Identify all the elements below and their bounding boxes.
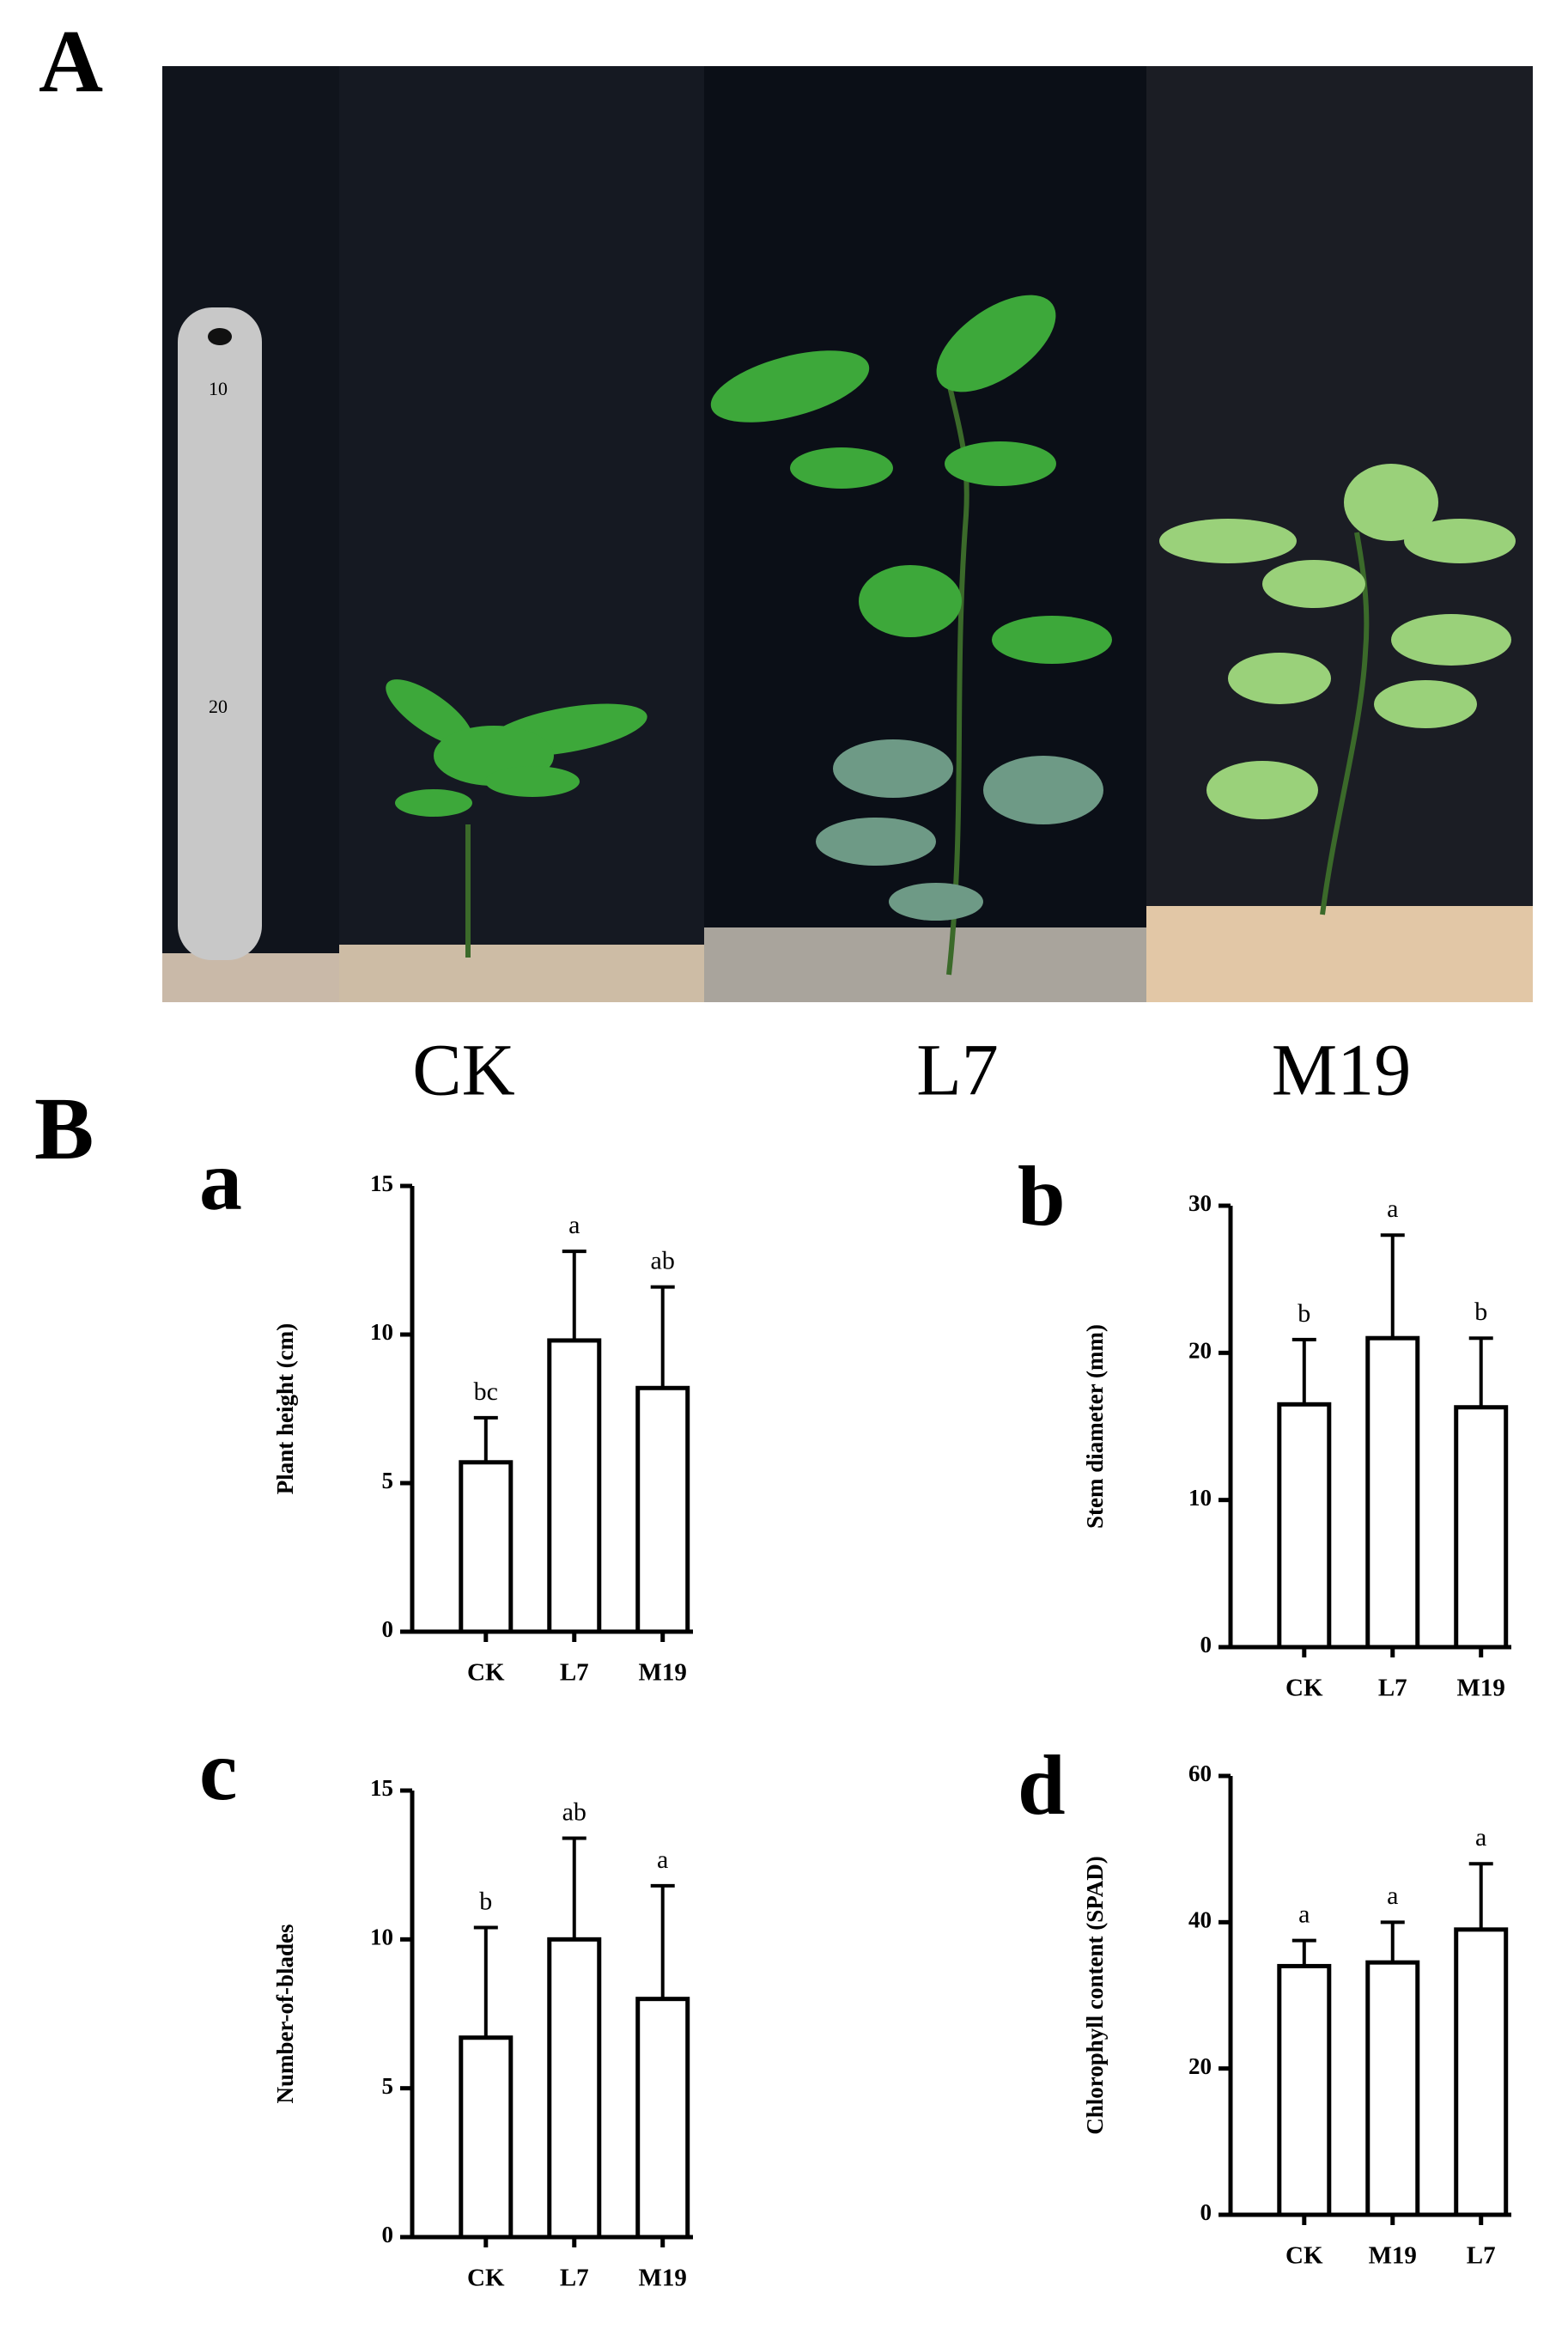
panel-label: B — [34, 1079, 94, 1178]
bar — [1454, 1927, 1509, 2217]
significance-label: a — [657, 1846, 668, 1874]
x-tick-label: CK — [467, 2265, 505, 2292]
photo-label: L7 — [916, 1029, 999, 1111]
svg-text:10: 10 — [209, 378, 228, 399]
x-tick-label: L7 — [560, 1659, 589, 1687]
y-tick-label: 0 — [382, 1616, 394, 1642]
bar — [1365, 1960, 1420, 2217]
significance-label: b — [479, 1887, 492, 1915]
y-tick-label: 5 — [382, 2073, 394, 2099]
significance-label: a — [1387, 1195, 1398, 1223]
y-tick-label: 0 — [1200, 1632, 1212, 1657]
y-tick-label: 40 — [1188, 1907, 1212, 1933]
significance-label: b — [1298, 1299, 1310, 1328]
bar — [1277, 1402, 1332, 1650]
y-axis-label: Chlorophyll content (SPAD) — [1082, 1856, 1108, 2135]
y-tick-label: 10 — [370, 1319, 393, 1345]
panel-label: b — [1018, 1148, 1066, 1244]
photo-label: M19 — [1272, 1029, 1411, 1111]
y-tick-label: 10 — [1188, 1485, 1212, 1511]
x-tick-label: M19 — [639, 2265, 687, 2292]
bar — [1277, 1963, 1332, 2217]
x-tick-label: L7 — [1467, 2242, 1496, 2270]
y-tick-label: 10 — [370, 1925, 393, 1950]
significance-label: a — [1298, 1900, 1310, 1929]
svg-text:20: 20 — [209, 696, 228, 717]
photo: 10 20 — [162, 66, 1533, 1002]
x-tick-label: L7 — [560, 2265, 589, 2292]
panel-label: A — [39, 12, 103, 111]
panel-label: d — [1018, 1737, 1066, 1833]
photo-label: CK — [412, 1029, 514, 1111]
bar — [459, 2035, 514, 2240]
significance-label: a — [1387, 1882, 1398, 1910]
x-tick-label: L7 — [1378, 1675, 1407, 1702]
y-tick-label: 0 — [1200, 2199, 1212, 2225]
significance-label: a — [1475, 1823, 1486, 1852]
y-axis-label: Plant height (cm) — [272, 1323, 298, 1494]
panel-label: c — [199, 1723, 237, 1818]
x-tick-label: CK — [1285, 2242, 1323, 2270]
y-axis-label: Stem diameter (mm) — [1082, 1324, 1108, 1529]
significance-label: ab — [651, 1247, 675, 1275]
significance-label: b — [1474, 1298, 1487, 1326]
x-tick-label: CK — [467, 1659, 505, 1687]
x-tick-label: M19 — [1457, 1675, 1505, 1702]
significance-label: ab — [562, 1797, 586, 1826]
panel-label: a — [199, 1133, 242, 1228]
y-tick-label: 15 — [370, 1775, 393, 1801]
bar — [1365, 1335, 1420, 1650]
bar — [635, 1385, 690, 1634]
y-axis-label: Number-of-blades — [272, 1925, 298, 2104]
bar — [459, 1460, 514, 1634]
x-tick-label: M19 — [639, 1659, 687, 1687]
y-tick-label: 5 — [382, 1468, 394, 1493]
y-tick-label: 0 — [382, 2222, 394, 2247]
bar — [547, 1338, 602, 1634]
bar — [1454, 1405, 1509, 1650]
y-tick-label: 15 — [370, 1171, 393, 1196]
x-tick-label: CK — [1285, 1675, 1323, 1702]
significance-label: a — [568, 1211, 580, 1239]
y-tick-label: 20 — [1188, 1338, 1212, 1364]
bar — [635, 1997, 690, 2240]
x-tick-label: M19 — [1369, 2242, 1417, 2270]
y-tick-label: 20 — [1188, 2053, 1212, 2079]
significance-label: bc — [474, 1377, 498, 1406]
bar — [547, 1937, 602, 2240]
y-tick-label: 60 — [1188, 1760, 1212, 1786]
y-tick-label: 30 — [1188, 1190, 1212, 1216]
